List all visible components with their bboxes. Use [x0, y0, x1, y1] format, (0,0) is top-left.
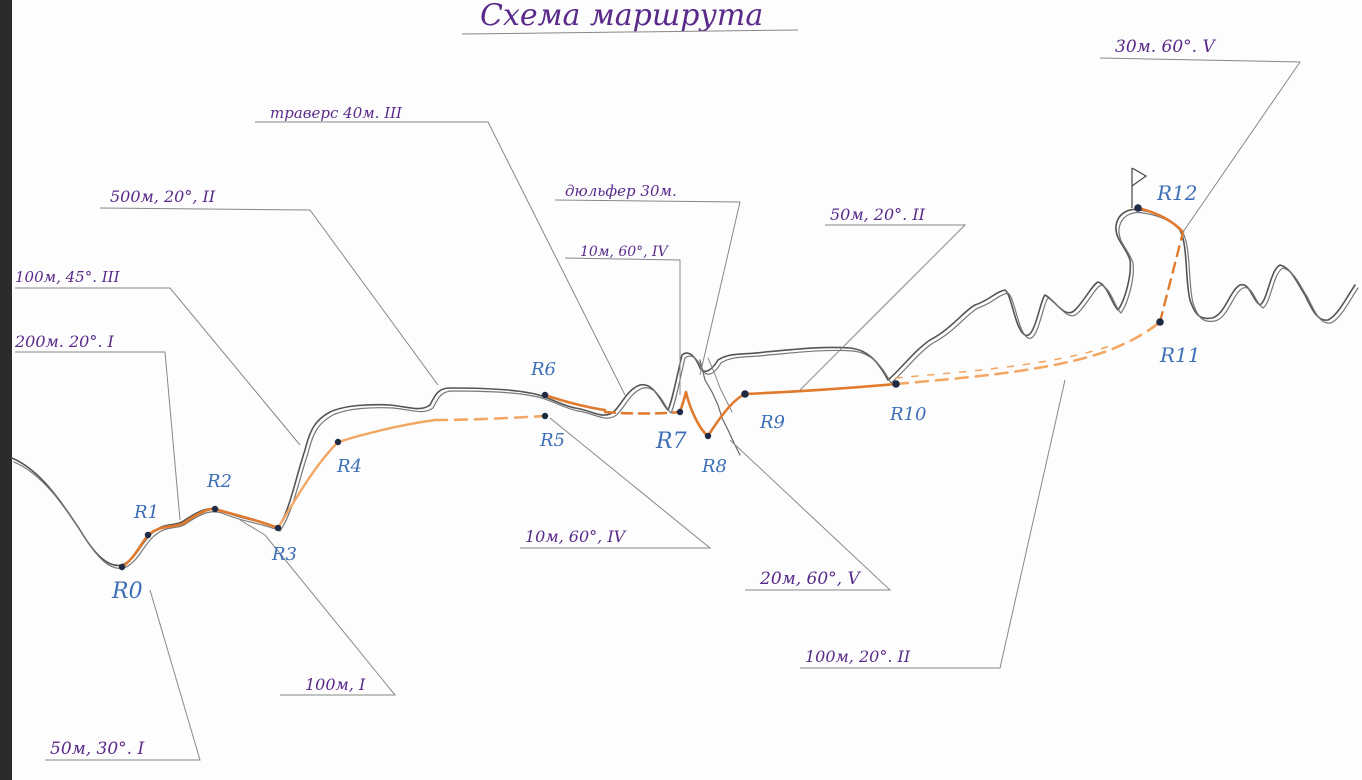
annotation-a13: 50м, 30°. I — [50, 739, 144, 759]
annotations: 30м. 60°. V траверс 40м. III 500м, 20°, … — [14, 37, 1216, 759]
label-R3: R3 — [271, 544, 297, 565]
dot-R3 — [274, 524, 282, 532]
label-R11: R11 — [1159, 343, 1201, 367]
scan-edge — [0, 0, 12, 780]
station-dots — [118, 204, 1164, 571]
route-dashed — [433, 230, 1185, 422]
label-R10: R10 — [889, 404, 926, 425]
annotation-a10: 20м, 60°, V — [759, 569, 861, 589]
annotation-a12: 100м, I — [305, 675, 366, 694]
dot-R12 — [1134, 204, 1142, 212]
dot-R9 — [741, 390, 749, 398]
diagram-title: Схема маршрута — [480, 0, 763, 33]
annotation-a8: 200м. 20°. I — [14, 332, 115, 351]
annotation-a6: 50м, 20°. II — [830, 205, 926, 224]
route-solid — [120, 206, 1185, 569]
annotation-a1: 30м. 60°. V — [1115, 37, 1216, 57]
dot-R11 — [1156, 318, 1164, 326]
annotation-a2: траверс 40м. III — [270, 104, 403, 122]
annotation-a4: дюльфер 30м. — [565, 182, 677, 200]
dot-R4 — [334, 438, 342, 446]
title-underline — [461, 29, 799, 35]
station-labels: R0 R1 R2 R3 R4 R5 R6 R7 R8 R9 R10 R11 R1… — [111, 181, 1201, 604]
label-R4: R4 — [336, 456, 362, 477]
leader-lines — [15, 57, 1301, 761]
ridge-outline — [11, 208, 1359, 569]
label-R1: R1 — [133, 502, 159, 523]
annotation-a7: 100м, 45°. III — [15, 268, 121, 286]
label-R12: R12 — [1156, 181, 1198, 205]
dot-R7 — [676, 408, 684, 416]
annotation-a5: 10м, 60°, IV — [580, 244, 670, 260]
dot-R0 — [118, 563, 126, 571]
dot-R1 — [144, 531, 152, 539]
label-R6: R6 — [530, 359, 556, 380]
label-R0: R0 — [111, 579, 143, 604]
summit-flag-icon — [1131, 167, 1148, 208]
label-R7: R7 — [655, 429, 687, 454]
label-R8: R8 — [701, 456, 727, 477]
dot-R6 — [541, 391, 549, 399]
dot-R5 — [541, 412, 549, 420]
dot-R8 — [704, 432, 712, 440]
dot-R10 — [892, 380, 900, 388]
annotation-a3: 500м, 20°, II — [110, 187, 216, 206]
label-R2: R2 — [206, 471, 232, 492]
annotation-a9: 10м, 60°, IV — [525, 527, 627, 546]
label-R5: R5 — [539, 430, 565, 451]
annotation-a11: 100м, 20°. II — [805, 647, 911, 666]
label-R9: R9 — [759, 412, 785, 433]
dot-R2 — [211, 505, 219, 513]
